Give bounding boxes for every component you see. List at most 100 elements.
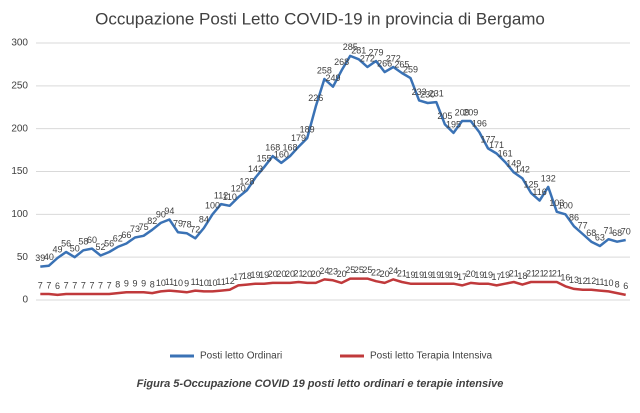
data-label: 12 [586,276,596,286]
data-label: 13 [569,275,579,285]
data-label: 103 [549,198,564,208]
data-label: 9 [124,279,129,289]
data-label: 209 [463,107,478,117]
data-label: 72 [190,225,200,235]
data-label: 132 [541,173,556,183]
data-label: 22 [371,268,381,278]
data-label: 19 [500,270,510,280]
data-label: 84 [199,214,209,224]
data-label: 20 [466,269,476,279]
data-label: 17 [233,272,243,282]
data-label: 60 [87,235,97,245]
y-tick-label: 150 [11,166,28,177]
data-label: 20 [380,269,390,279]
data-label: 19 [251,270,261,280]
data-label: 7 [46,280,51,290]
data-label: 18 [242,271,252,281]
chart-title: Occupazione Posti Letto COVID-19 in prov… [95,9,545,28]
data-label: 11 [595,277,604,287]
caption: Figura 5-Occupazione COVID 19 posti lett… [137,378,504,390]
data-label: 20 [276,269,286,279]
data-label: 19 [431,270,441,280]
data-label: 6 [623,281,628,291]
data-label: 21 [509,268,519,278]
data-label: 19 [440,270,450,280]
data-label: 171 [489,140,504,150]
data-label: 19 [474,270,484,280]
data-label: 168 [282,142,297,152]
data-label: 179 [291,133,306,143]
data-label: 10 [207,278,217,288]
data-label: 195 [446,119,461,129]
data-label: 52 [96,242,106,252]
data-label: 17 [492,272,502,282]
data-label: 12 [225,276,235,286]
data-label: 9 [132,279,137,289]
data-label: 155 [257,154,272,164]
data-label: 25 [362,265,372,275]
data-label: 90 [156,209,166,219]
data-label: 100 [558,201,573,211]
data-label: 16 [560,273,570,283]
data-label: 209 [455,107,470,117]
y-tick-label: 250 [11,80,28,91]
data-label: 7 [81,280,86,290]
data-label: 63 [595,232,605,242]
data-label: 226 [308,93,323,103]
data-label: 77 [578,220,588,230]
data-label: 10 [199,278,209,288]
data-label: 149 [506,159,521,169]
data-label: 94 [164,206,174,216]
data-label: 112 [214,190,228,200]
data-label: 25 [345,265,355,275]
data-label: 39 [35,253,45,263]
data-label: 177 [480,135,495,145]
data-label: 11 [165,277,174,287]
data-label: 19 [259,270,269,280]
data-label: 17 [457,272,467,282]
data-label: 160 [274,149,289,159]
data-label: 125 [523,179,538,189]
data-label: 24 [319,266,329,276]
data-label: 266 [377,59,392,69]
data-label: 86 [569,213,579,223]
data-label: 272 [386,53,401,63]
data-label: 20 [285,269,295,279]
data-label: 189 [300,124,315,134]
y-tick-label: 300 [11,38,28,49]
data-label: 70 [621,226,631,236]
data-label: 66 [121,230,131,240]
data-label: 281 [351,46,366,56]
data-label: 231 [429,88,444,98]
data-label: 11 [216,277,225,287]
data-label: 142 [515,165,530,175]
data-label: 21 [552,268,562,278]
series-line [40,54,626,268]
data-label: 7 [64,280,69,290]
data-label: 7 [38,280,43,290]
data-label: 7 [98,280,103,290]
legend-label: Posti letto Ordinari [200,351,282,362]
data-label: 259 [403,64,418,74]
data-label: 56 [104,238,114,248]
data-label: 279 [369,47,384,57]
y-tick-label: 50 [17,252,29,263]
y-tick-label: 0 [22,295,28,306]
data-label: 21 [543,268,553,278]
data-label: 8 [150,280,155,290]
data-label: 143 [248,164,263,174]
data-label: 233 [412,87,427,97]
data-label: 71 [603,226,613,236]
data-label: 9 [184,279,189,289]
data-label: 62 [113,233,123,243]
data-label: 75 [139,222,149,232]
data-label: 25 [354,265,364,275]
data-label: 8 [615,280,620,290]
data-label: 196 [472,118,487,128]
data-label: 7 [72,280,77,290]
data-label: 21 [526,268,536,278]
series-line [40,277,626,297]
data-label: 10 [156,278,166,288]
